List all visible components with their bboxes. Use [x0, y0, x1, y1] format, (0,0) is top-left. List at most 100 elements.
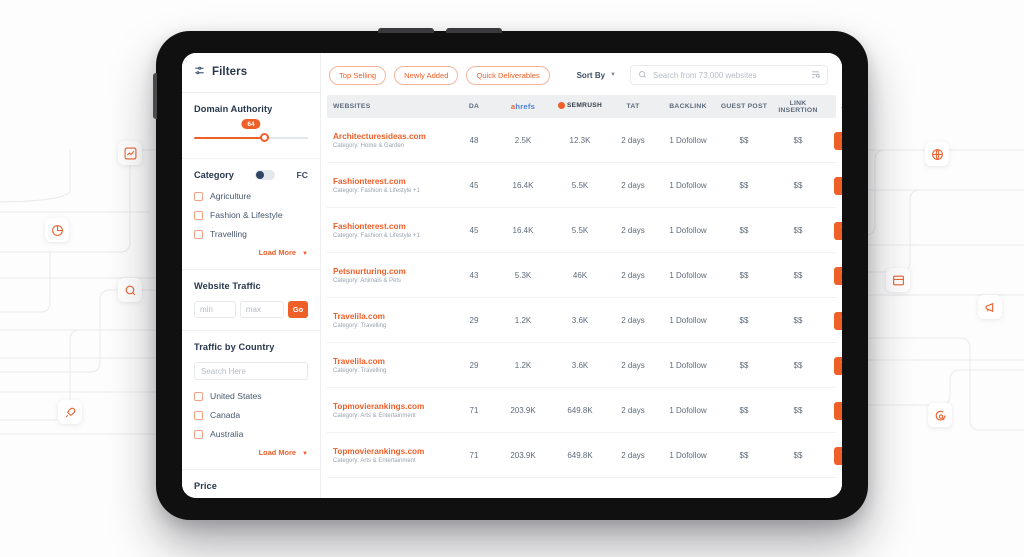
table-row[interactable]: Architecturesideas.com Category: Home & G… — [327, 118, 842, 163]
website-name-link[interactable]: Fashionterest.com — [333, 221, 406, 231]
slider-handle[interactable] — [260, 133, 270, 142]
checkbox-row-united-states[interactable]: United States — [194, 391, 308, 401]
semrush-cell: 649.8K — [567, 405, 593, 415]
da-cell: 29 — [469, 360, 479, 370]
table-row[interactable]: Fashionterest.com Category: Fashion & Lif… — [327, 163, 842, 208]
website-name-link[interactable]: Travelila.com — [333, 311, 385, 321]
domain-authority-slider[interactable]: 64 — [194, 119, 308, 146]
link-insertion-cell: $$ — [793, 405, 803, 415]
search-box[interactable]: Search from 73,000 websites — [630, 65, 828, 85]
add-to-cart-button[interactable]: +Add — [833, 311, 842, 330]
column-header-ahrefs: ahrefs — [510, 102, 536, 111]
semrush-cell: 46K — [572, 270, 588, 280]
category-label: Category — [194, 170, 234, 180]
website-name-link[interactable]: Architecturesideas.com — [333, 131, 426, 141]
add-to-cart-button[interactable]: +Add — [833, 356, 842, 375]
add-to-cart-button[interactable]: +Add — [833, 401, 842, 420]
advanced-filter-icon[interactable] — [811, 66, 820, 84]
tablet-screen: Filters Domain Authority 64 Category — [182, 53, 842, 498]
sort-by-label: Sort By — [576, 70, 606, 80]
table-row[interactable]: Travelila.com Category: Travelling 29 1.2K 3… — [327, 298, 842, 343]
cart-icon — [841, 406, 842, 416]
tat-cell: 2 days — [621, 315, 645, 325]
da-cell: 48 — [469, 135, 479, 145]
cart-icon — [841, 451, 842, 461]
filters-header: Filters — [182, 53, 320, 93]
website-traffic-go-button[interactable]: Go — [288, 301, 309, 318]
website-cell: Travelila.com Category: Travelling — [333, 312, 453, 329]
website-name-link[interactable]: Topmovierankings.com — [333, 401, 425, 411]
website-name-link[interactable]: Petsnurturing.com — [333, 266, 406, 276]
website-category: Category: Fashion & Lifestyle +1 — [333, 232, 420, 239]
website-cell: Topmovierankings.com Category: Arts & Ent… — [333, 447, 453, 464]
category-toggle[interactable] — [255, 170, 276, 180]
checkbox-row-fashion-lifestyle[interactable]: Fashion & Lifestyle — [194, 210, 308, 220]
checkbox-row-australia[interactable]: Australia — [194, 429, 308, 439]
website-cell: Fashionterest.com Category: Fashion & Lif… — [333, 177, 453, 194]
website-category: Category: Travelling — [333, 322, 387, 329]
cart-icon — [841, 226, 842, 236]
add-to-cart-button[interactable]: +Add — [833, 131, 842, 150]
table-row[interactable]: Fashionterest.com Category: Fashion & Lif… — [327, 208, 842, 253]
main-content: Top Selling Newly Added Quick Deliverabl… — [321, 53, 842, 498]
checkbox-row-agriculture[interactable]: Agriculture — [194, 191, 308, 201]
semrush-cell: 12.3K — [569, 135, 591, 145]
website-name-link[interactable]: Topmovierankings.com — [333, 446, 425, 456]
table-row[interactable]: Topmovierankings.com Category: Arts & Ent… — [327, 388, 842, 433]
checkbox-label: Canada — [210, 410, 241, 420]
backlink-cell: 1 Dofollow — [669, 315, 707, 325]
globe-icon — [925, 142, 949, 166]
filters-sidebar: Filters Domain Authority 64 Category — [182, 53, 321, 498]
filter-pill-top-selling[interactable]: Top Selling — [329, 65, 387, 85]
add-to-cart-button[interactable]: +Add — [833, 266, 842, 285]
website-name-link[interactable]: Travelila.com — [333, 356, 385, 366]
search-input[interactable]: Search from 73,000 websites — [653, 70, 757, 80]
tat-cell: 2 days — [621, 135, 645, 145]
add-to-cart-button[interactable]: +Add — [833, 446, 842, 465]
action-cell: +Add — [827, 266, 842, 285]
cart-icon — [841, 136, 842, 146]
rocket-icon — [58, 400, 82, 424]
category-header-row: Category FC — [194, 170, 308, 180]
filter-pill-newly-added[interactable]: Newly Added — [394, 65, 459, 85]
checkbox-label: Australia — [210, 429, 244, 439]
checkbox-row-canada[interactable]: Canada — [194, 410, 308, 420]
volume-button[interactable] — [153, 73, 157, 119]
country-load-more-button[interactable]: Load More ▼ — [258, 448, 308, 457]
country-search-input[interactable]: Search Here — [194, 362, 308, 380]
ahrefs-cell: 203.9K — [510, 450, 536, 460]
add-to-cart-button[interactable]: +Add — [833, 176, 842, 195]
checkbox-row-travelling[interactable]: Travelling — [194, 229, 308, 239]
backlink-cell: 1 Dofollow — [669, 270, 707, 280]
checkbox-icon[interactable] — [194, 229, 203, 239]
website-name-link[interactable]: Fashionterest.com — [333, 176, 406, 186]
tat-cell: 2 days — [621, 360, 645, 370]
backlink-cell: 1 Dofollow — [669, 450, 707, 460]
cart-icon — [841, 316, 842, 326]
add-to-cart-button[interactable]: +Add — [833, 221, 842, 240]
table-row[interactable]: Topmovierankings.com Category: Arts & Ent… — [327, 433, 842, 478]
cart-icon — [841, 361, 842, 371]
table-row[interactable]: Petsnurturing.com Category: Animals & Pet… — [327, 253, 842, 298]
website-traffic-min-input[interactable]: min — [194, 301, 236, 318]
checkbox-icon[interactable] — [194, 391, 203, 401]
checkbox-icon[interactable] — [194, 210, 203, 220]
filter-pill-quick-deliverables[interactable]: Quick Deliverables — [466, 65, 550, 85]
filter-section-traffic-by-country: Traffic by Country Search Here United St… — [182, 331, 320, 470]
filter-section-category: Category FC Agriculture Fashion & Lifest… — [182, 159, 320, 270]
backlink-cell: 1 Dofollow — [669, 405, 707, 415]
column-header-websites: WEBSITES — [333, 103, 371, 110]
sort-by-dropdown[interactable]: Sort By ▼ — [577, 71, 616, 80]
table-row[interactable]: Travelila.com Category: Travelling 29 1.2K 3… — [327, 343, 842, 388]
checkbox-icon[interactable] — [194, 410, 203, 420]
category-load-more-button[interactable]: Load More ▼ — [258, 248, 308, 257]
checkbox-icon[interactable] — [194, 191, 203, 201]
checkbox-icon[interactable] — [194, 429, 203, 439]
guest-post-cell: $$ — [739, 135, 749, 145]
sliders-icon — [194, 63, 205, 81]
tat-cell: 2 days — [621, 180, 645, 190]
action-cell: +Add — [827, 401, 842, 420]
website-traffic-max-input[interactable]: max — [239, 301, 285, 318]
guest-post-cell: $$ — [739, 360, 749, 370]
